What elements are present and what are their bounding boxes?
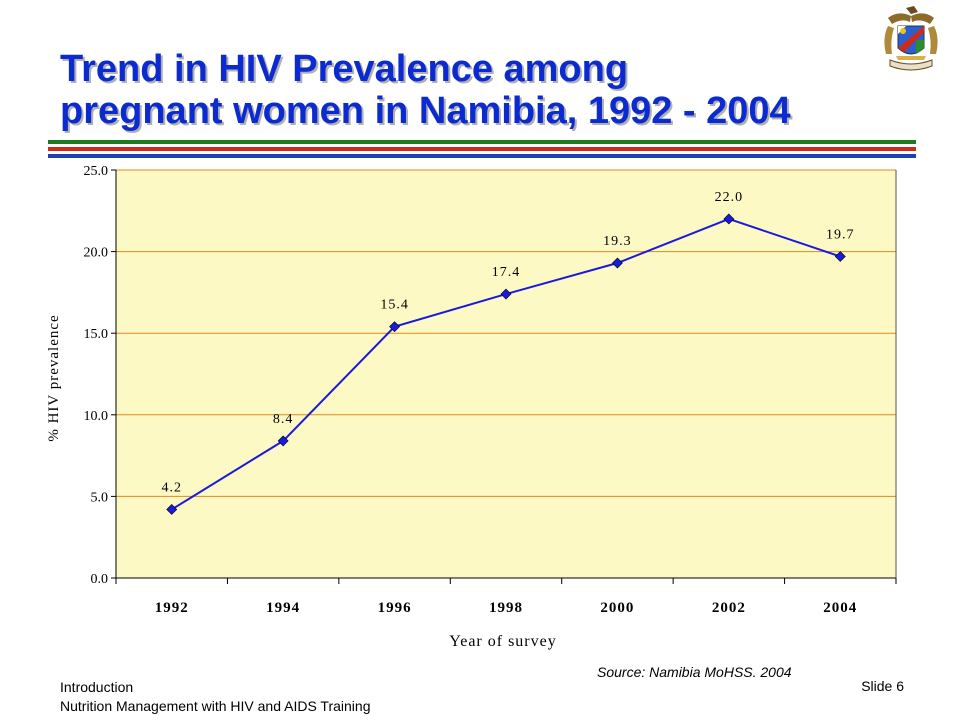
data-point-marker [166, 504, 178, 515]
data-label: 4.2 [161, 480, 182, 495]
data-label: 22.0 [715, 190, 744, 205]
x-axis-title: Year of survey [449, 633, 556, 650]
title-divider-stripes [48, 140, 916, 161]
x-tick-label: 1994 [266, 600, 300, 616]
y-tick-label: 0.0 [91, 572, 109, 587]
x-tick-label: 1992 [155, 600, 189, 616]
axes [115, 170, 897, 579]
y-axis-title: % HIV prevalence [46, 314, 62, 441]
data-points [166, 213, 846, 515]
y-tick-label: 20.0 [84, 246, 109, 261]
x-tick-label: 1996 [378, 600, 412, 616]
data-label: 19.3 [603, 234, 632, 249]
gridlines [116, 169, 896, 497]
slide-title: Trend in HIV Prevalence among pregnant w… [60, 48, 910, 132]
slide-number: Slide 6 [861, 678, 904, 694]
footer-section: Introduction [60, 679, 134, 695]
x-tick-label: 1998 [489, 600, 523, 616]
stripe-red [48, 147, 916, 151]
footer-course: Nutrition Management with HIV and AIDS T… [60, 698, 371, 714]
slide-title-line-1: Trend in HIV Prevalence among [60, 48, 629, 90]
data-point-marker [500, 288, 512, 300]
data-point-marker [723, 213, 735, 225]
stripe-blue [48, 154, 916, 158]
source-note: Source: Namibia MoHSS. 2004 [597, 664, 792, 680]
data-point-marker [612, 257, 623, 269]
slide-title-line-2: pregnant women in Namibia, 1992 - 2004 [60, 90, 791, 132]
x-axis-ticks: 1992 1994 1996 1998 2000 2002 2004 [115, 578, 897, 616]
data-label: 15.4 [380, 298, 409, 313]
data-label: 19.7 [826, 227, 855, 242]
data-point-marker [277, 435, 289, 447]
data-label: 17.4 [492, 265, 521, 280]
stripe-green [48, 140, 916, 144]
y-tick-label: 25.0 [84, 164, 109, 179]
y-axis-ticks: 0.0 5.0 10.0 15.0 20.0 25.0 [84, 164, 116, 587]
data-point-marker [389, 321, 400, 333]
data-point-marker [834, 251, 846, 262]
x-tick-label: 2002 [712, 600, 746, 616]
x-tick-label: 2004 [823, 600, 857, 616]
y-tick-label: 10.0 [84, 409, 109, 424]
footer: Introduction Nutrition Management with H… [60, 678, 371, 716]
x-tick-label: 2000 [600, 600, 634, 616]
data-label: 8.4 [273, 412, 294, 427]
data-labels: 4.2 8.4 15.4 17.4 19.3 22.0 19.7 [161, 190, 855, 495]
y-tick-label: 5.0 [91, 490, 109, 505]
plot-area [116, 170, 896, 578]
hiv-prevalence-chart: 0.0 5.0 10.0 15.0 20.0 25.0 1992 1994 1996 1998 2… [46, 164, 897, 650]
coat-of-arms-icon [884, 6, 938, 71]
y-tick-label: 15.0 [84, 327, 109, 342]
